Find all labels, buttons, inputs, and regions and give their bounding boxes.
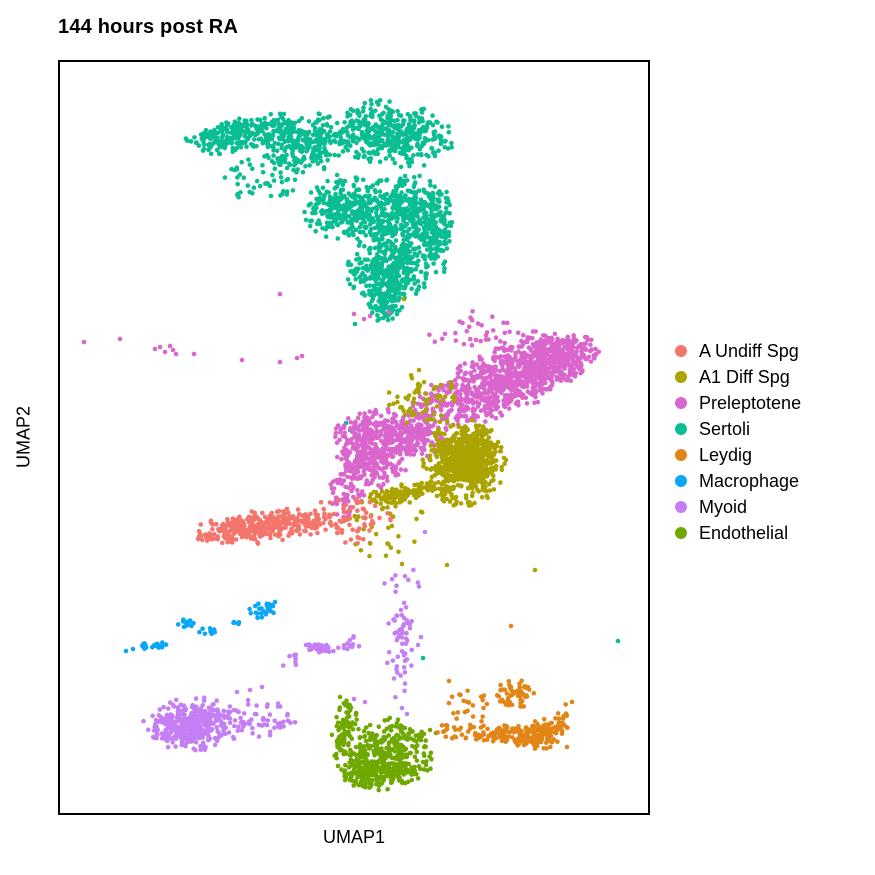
legend-item: Leydig <box>675 442 801 468</box>
legend: A Undiff Spg A1 Diff Spg Preleptotene Serto… <box>675 338 801 546</box>
legend-color-dot <box>675 449 687 461</box>
legend-color-dot <box>675 501 687 513</box>
legend-color-dot <box>675 527 687 539</box>
legend-label: Myoid <box>699 497 748 517</box>
legend-label: A1 Diff Spg <box>699 367 790 387</box>
legend-color-dot <box>675 345 687 357</box>
legend-item: Myoid <box>675 494 801 520</box>
x-axis-label: UMAP1 <box>322 827 385 847</box>
legend-color-dot <box>675 371 687 383</box>
cluster-leydig <box>435 623 575 751</box>
plot-panel <box>58 60 650 815</box>
legend-label: Leydig <box>699 445 753 465</box>
legend-item: A Undiff Spg <box>675 338 801 364</box>
legend-label: A Undiff Spg <box>699 341 799 361</box>
legend-item: Endothelial <box>675 520 801 546</box>
legend-color-dot <box>675 423 687 435</box>
legend-color-dot <box>675 397 687 409</box>
cluster-a1-diff-spg <box>347 296 538 573</box>
legend-item: A1 Diff Spg <box>675 364 801 390</box>
legend-label: Endothelial <box>699 523 789 543</box>
cluster-a-undiff-spg <box>195 497 393 546</box>
cluster-myoid <box>141 529 428 753</box>
cluster-macrophage <box>123 599 278 654</box>
legend-color-dot <box>675 475 687 487</box>
cluster-endothelial <box>329 694 439 793</box>
cluster-sertoli <box>183 98 621 661</box>
umap-scatter-plot <box>81 98 621 793</box>
legend-label: Sertoli <box>699 419 751 439</box>
cluster-preleptotene <box>81 291 602 546</box>
y-axis-label: UMAP2 <box>13 405 34 469</box>
legend-item: Macrophage <box>675 468 801 494</box>
legend-item: Preleptotene <box>675 390 801 416</box>
legend-label: Preleptotene <box>699 393 802 413</box>
legend-label: Macrophage <box>699 471 800 491</box>
legend-item: Sertoli <box>675 416 801 442</box>
plot-title: 144 hours post RA <box>58 16 239 38</box>
